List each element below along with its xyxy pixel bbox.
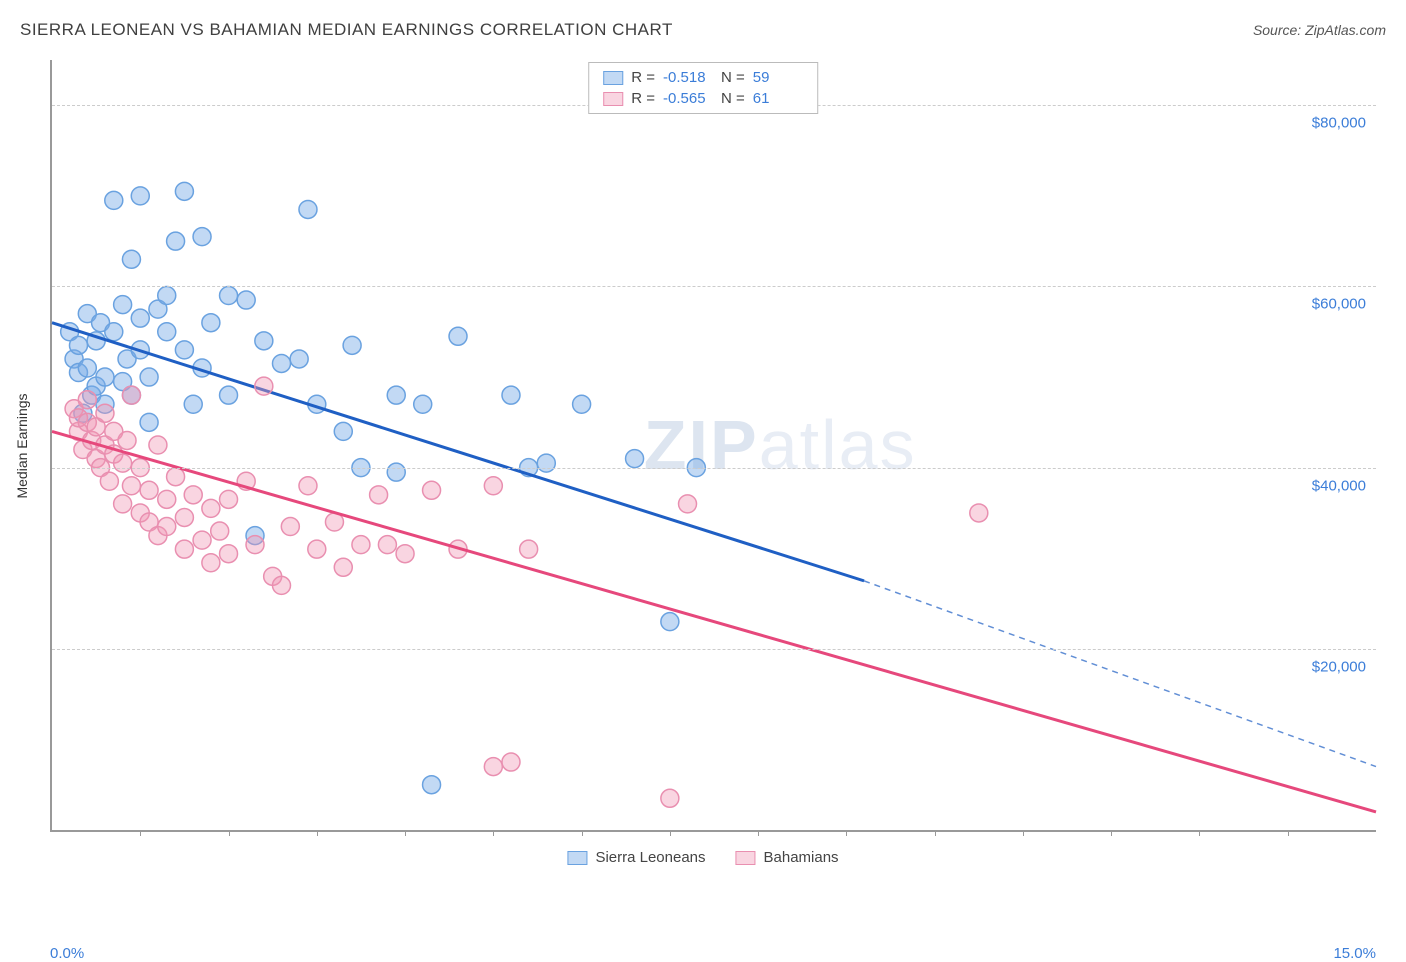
source-label: Source: ZipAtlas.com bbox=[1253, 22, 1386, 38]
chart-title: SIERRA LEONEAN VS BAHAMIAN MEDIAN EARNIN… bbox=[20, 20, 673, 40]
legend-swatch-icon bbox=[603, 92, 623, 106]
legend-r-value: -0.565 bbox=[663, 90, 713, 107]
y-axis-label: Median Earnings bbox=[14, 393, 30, 498]
legend-label: Bahamians bbox=[764, 849, 839, 866]
legend-swatch-icon bbox=[736, 851, 756, 865]
chart-container: SIERRA LEONEAN VS BAHAMIAN MEDIAN EARNIN… bbox=[0, 0, 1406, 892]
y-tick-label: $20,000 bbox=[1312, 658, 1366, 675]
y-tick-label: $60,000 bbox=[1312, 296, 1366, 313]
legend-r-label: R = bbox=[631, 69, 655, 86]
legend-n-label: N = bbox=[721, 90, 745, 107]
legend-row: R = -0.565 N = 61 bbox=[603, 90, 803, 107]
legend-r-label: R = bbox=[631, 90, 655, 107]
legend-correlation: R = -0.518 N = 59 R = -0.565 N = 61 bbox=[588, 62, 818, 114]
y-tick-label: $80,000 bbox=[1312, 115, 1366, 132]
x-min-label: 0.0% bbox=[50, 945, 84, 962]
legend-item: Bahamians bbox=[736, 849, 839, 866]
x-max-label: 15.0% bbox=[1333, 945, 1376, 962]
legend-swatch-icon bbox=[603, 71, 623, 85]
legend-item: Sierra Leoneans bbox=[567, 849, 705, 866]
legend-row: R = -0.518 N = 59 bbox=[603, 69, 803, 86]
plot-svg bbox=[52, 60, 1376, 830]
plot-area: ZIPatlas $20,000$40,000$60,000$80,000 bbox=[50, 60, 1376, 832]
legend-n-value: 61 bbox=[753, 90, 803, 107]
legend-n-value: 59 bbox=[753, 69, 803, 86]
legend-series: Sierra Leoneans Bahamians bbox=[567, 849, 838, 866]
legend-n-label: N = bbox=[721, 69, 745, 86]
chart-header: SIERRA LEONEAN VS BAHAMIAN MEDIAN EARNIN… bbox=[20, 20, 1386, 40]
legend-swatch-icon bbox=[567, 851, 587, 865]
legend-label: Sierra Leoneans bbox=[595, 849, 705, 866]
legend-r-value: -0.518 bbox=[663, 69, 713, 86]
y-tick-label: $40,000 bbox=[1312, 477, 1366, 494]
